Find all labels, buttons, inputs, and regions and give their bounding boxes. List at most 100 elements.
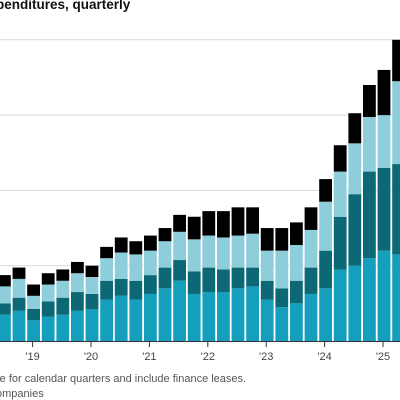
bar-segment-light (290, 244, 303, 281)
bar-segment-base (114, 295, 128, 341)
bar-segment-light (158, 241, 172, 268)
bar-segment-mid (290, 280, 303, 304)
bar-segment-light (217, 237, 230, 270)
bar-segment-mid (173, 260, 186, 281)
bar-segment-mid (27, 309, 40, 321)
bar-segment-mid (231, 267, 245, 289)
bar-segment-base (158, 288, 172, 341)
bar-segment-light (246, 233, 259, 268)
bar-segment-light (173, 231, 186, 261)
bar-segment-top (202, 211, 216, 236)
bar-segment-light (27, 295, 40, 309)
bar-segment-base (217, 292, 230, 341)
bar-segment-light (304, 229, 318, 268)
bar-segment-mid (246, 267, 259, 287)
bar-segment-mid (100, 280, 113, 300)
bar-segment-mid (41, 301, 55, 317)
bar-segment-base (129, 299, 143, 341)
bar-segment-base (0, 314, 11, 341)
bar-segment-top (85, 265, 99, 277)
bar-segment-top (100, 246, 113, 259)
bar-segment-base (187, 293, 201, 341)
bar-segment-top (27, 284, 40, 296)
bar-segment-mid (0, 303, 11, 315)
bar-segment-base (27, 320, 40, 341)
bar-segment-top (392, 39, 400, 82)
bar-segment-mid (304, 267, 318, 294)
bar-segment-light (85, 277, 99, 294)
bar-segment-base (12, 310, 26, 341)
bar-segment-light (377, 115, 391, 168)
bar-segment-mid (392, 164, 400, 255)
bar-segment-base (85, 309, 99, 341)
footnote: re for calendar quarters and include fin… (0, 373, 247, 385)
x-tick-label: '24 (317, 351, 331, 363)
bar-segment-mid (144, 275, 157, 294)
bar-segment-base (363, 258, 376, 341)
bar-segment-mid (12, 297, 26, 311)
bar-segment-top (377, 69, 391, 116)
bar-segment-mid (260, 280, 274, 300)
x-tick-label: '20 (84, 351, 98, 363)
bar-segment-top (275, 228, 289, 251)
source-note: ompanies (0, 388, 44, 400)
bar-segment-base (290, 303, 303, 341)
bar-segment-light (187, 239, 201, 272)
bar-segment-light (144, 250, 157, 276)
bar-segment-base (41, 316, 55, 341)
x-tick-label: '19 (25, 351, 39, 363)
bar-segment-mid (333, 216, 347, 270)
chart-title: penditures, quarterly (0, 0, 131, 12)
x-tick-label: '25 (376, 351, 390, 363)
bar-segment-light (392, 81, 400, 165)
bar-segment-light (231, 235, 245, 268)
bars (0, 39, 400, 341)
bar-segment-mid (377, 167, 391, 251)
bar-segment-base (392, 254, 400, 341)
bar-segment-top (319, 179, 332, 202)
bar-segment-base (100, 299, 113, 341)
bar-segment-base (260, 299, 274, 341)
bar-segment-top (348, 113, 362, 144)
bar-segment-mid (363, 171, 376, 259)
bar-segment-base (348, 265, 362, 341)
bar-segment-light (56, 280, 70, 298)
bar-segment-top (333, 145, 347, 172)
bar-segment-top (304, 207, 318, 230)
bar-segment-light (71, 273, 84, 293)
bar-segment-top (158, 228, 172, 242)
x-tick-label: '23 (259, 351, 273, 363)
bar-segment-top (41, 273, 55, 285)
bar-segment-base (333, 269, 347, 341)
bar-segment-mid (319, 250, 332, 289)
bar-segment-top (114, 237, 128, 253)
bar-segment-light (275, 250, 289, 289)
bar-segment-top (129, 241, 143, 255)
bar-segment-mid (114, 278, 128, 296)
bar-segment-light (0, 286, 11, 304)
bar-segment-base (56, 314, 70, 341)
bar-segment-mid (71, 292, 84, 311)
bar-segment-base (173, 280, 186, 341)
bar-segment-base (71, 310, 84, 341)
x-axis-ticks: '19 '20 '21 '22 '23 '24 '25 (25, 342, 390, 363)
bar-segment-mid (158, 267, 172, 289)
bar-segment-light (348, 143, 362, 195)
bar-segment-top (12, 267, 26, 279)
bar-segment-mid (217, 269, 230, 293)
bar-segment-top (173, 214, 186, 232)
bar-segment-mid (129, 280, 143, 300)
bar-segment-base (144, 293, 157, 341)
bar-segment-light (333, 171, 347, 217)
bar-segment-base (202, 292, 216, 341)
bar-segment-light (363, 116, 376, 172)
bar-segment-mid (275, 288, 289, 308)
bar-segment-light (319, 201, 332, 251)
bar-segment-top (56, 269, 70, 281)
bar-segment-base (319, 288, 332, 341)
bar-segment-light (100, 258, 113, 281)
bar-segment-base (304, 293, 318, 341)
bar-segment-light (114, 252, 128, 279)
bar-segment-base (231, 288, 245, 341)
